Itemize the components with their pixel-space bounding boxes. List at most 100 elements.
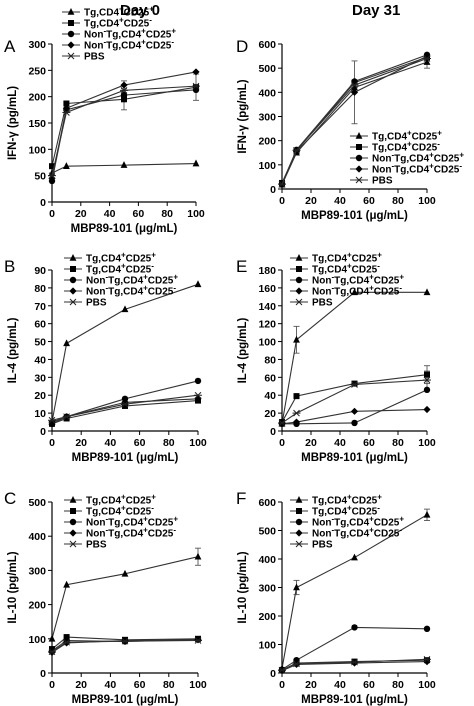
header-day0: Day 0 xyxy=(120,2,161,19)
panel-d-point-3-3 xyxy=(423,52,431,60)
panel-d-xtick-label-0: 0 xyxy=(279,195,285,207)
panel-c-legend-label-2: Non-Tg,CD4+CD25+ xyxy=(86,514,178,529)
panel-b-ytick-label-3: 30 xyxy=(34,372,46,384)
panel-f-point-4-2-d2 xyxy=(351,658,358,666)
panel-f-ytick-label-0: 0 xyxy=(270,668,276,680)
panel-e-ytick-label-4: 80 xyxy=(264,354,276,366)
panel-f-legend: Tg,CD4+CD25+Tg,CD4+CD25-Non-Tg,CD4+CD25+… xyxy=(290,492,404,551)
panel-b-legend-label-0: Tg,CD4+CD25+ xyxy=(86,250,156,265)
panel-d: D 0 100 200 300 400 500 600 0 20 40 60 80 100 MBP89-10… xyxy=(236,37,464,222)
panel-e-ytick-label-7: 140 xyxy=(258,301,276,313)
panel-e-ylabel: IL-4 (pg/mL) xyxy=(237,317,249,383)
panel-a-point-4-1-d2 xyxy=(63,109,70,116)
panel-e-ytick-label-1: 20 xyxy=(264,408,276,420)
panel-a-point-4-1 xyxy=(62,109,71,116)
panel-d-legend-marker-2 xyxy=(355,154,363,162)
panel-b-point-0-2 xyxy=(121,305,129,313)
panel-b-legend: Tg,CD4+CD25+Tg,CD4+CD25-Non-Tg,CD4+CD25+… xyxy=(64,250,178,309)
panel-d-legend-label-1: Tg,CD4+CD25- xyxy=(372,139,440,154)
panel-e-point-4-3 xyxy=(423,376,431,384)
panel-f-legend-marker-2 xyxy=(295,518,303,526)
panel-d-legend: Tg,CD4+CD25+Tg,CD4+CD25-Non-Tg,CD4+CD25+… xyxy=(350,128,464,187)
panel-a-point-2-3 xyxy=(192,86,200,94)
panel-d-legend-label-2: Non-Tg,CD4+CD25+ xyxy=(372,150,464,165)
panel-a-xlabel: MBP89-101 (μg/mL) xyxy=(71,223,178,235)
panel-a-legend-marker-3 xyxy=(67,41,75,49)
panel-a-point-0-1 xyxy=(63,162,70,169)
panel-f-ytick-label-2: 200 xyxy=(258,611,276,623)
panel-d-xlabel: MBP89-101 (μg/mL) xyxy=(301,210,408,222)
panel-d-xtick-label-3: 60 xyxy=(363,195,375,207)
panel-c-point-4-2 xyxy=(121,637,129,645)
panel-e-letter: E xyxy=(236,257,247,276)
panel-c-legend-marker-4-d2 xyxy=(69,540,77,548)
panel-c-legend-label-1: Tg,CD4+CD25- xyxy=(86,503,154,518)
panel-c-point-0-3 xyxy=(194,552,202,560)
panel-c-xtick-label-3: 60 xyxy=(134,679,146,691)
panel-f-xtick-label-1: 20 xyxy=(305,679,317,691)
panel-b-ytick-label-7: 70 xyxy=(34,301,46,313)
panel-a-legend-label-0: Tg,CD4+CD25+ xyxy=(84,4,154,19)
panel-e-ytick-label-6: 120 xyxy=(258,319,276,331)
panel-b-ylabel: IL-4 (pg/mL) xyxy=(7,317,19,383)
panel-d-ytick-label-5: 500 xyxy=(258,63,276,75)
panel-c-legend-label-0: Tg,CD4+CD25+ xyxy=(86,492,156,507)
panel-c-point-4-3 xyxy=(194,637,202,644)
panel-e-ytick-label-3: 60 xyxy=(264,372,276,384)
panel-f-legend-label-4: PBS xyxy=(312,540,333,551)
panel-c-xtick-label-2: 40 xyxy=(105,679,117,691)
panel-b-series-line-4 xyxy=(51,394,199,421)
panel-f-series-line-0 xyxy=(281,514,428,669)
panel-c-point-1-1 xyxy=(63,634,70,641)
panel-b-xlabel: MBP89-101 (μg/mL) xyxy=(72,452,179,464)
panel-d-point-4-0-d2 xyxy=(278,180,286,188)
panel-a-ytick-label-3: 150 xyxy=(28,118,46,130)
panel-f-legend-label-1: Tg,CD4+CD25- xyxy=(312,503,380,518)
panel-e-point-0-1 xyxy=(293,335,300,343)
panel-c-ytick-label-4: 400 xyxy=(28,531,46,543)
panel-e-legend-label-1: Tg,CD4+CD25- xyxy=(312,261,380,276)
panel-e-point-1-3 xyxy=(424,371,430,378)
panel-c-legend-label-4: PBS xyxy=(86,540,107,551)
panel-e-xtick-label-5: 100 xyxy=(418,437,436,449)
panel-b-legend-marker-3 xyxy=(69,287,77,295)
panel-d-xtick-label-1: 20 xyxy=(305,195,317,207)
panel-c-point-4-0-d2 xyxy=(48,648,56,656)
panel-e-point-2-3 xyxy=(423,386,431,394)
panel-f-series-line-2 xyxy=(281,626,428,671)
panel-e-point-3-2 xyxy=(350,407,359,415)
panel-e-point-1-1 xyxy=(293,393,300,400)
panel-f-ytick-label-3: 300 xyxy=(258,583,276,595)
panel-e-point-2-2 xyxy=(351,419,358,427)
panel-e-point-4-2 xyxy=(350,381,359,388)
panel-a-xtick-label-3: 60 xyxy=(133,208,145,220)
panel-d-legend-marker-3 xyxy=(355,165,363,173)
panel-f-point-4-0 xyxy=(278,666,286,674)
panel-e-series-line-1 xyxy=(281,374,428,423)
panel-a-point-3-3 xyxy=(192,68,200,76)
panel-d-point-4-3 xyxy=(423,55,431,62)
panel-f-point-0-2 xyxy=(351,553,358,561)
panel-f-legend-marker-4 xyxy=(295,540,303,548)
panel-e-ytick-label-2: 40 xyxy=(264,390,276,402)
panel-b: B 0 10 20 30 40 50 60 70 80 90 0 20 40 60 80 100 MBP89-10… xyxy=(4,250,207,464)
panel-d-ytick-label-6: 600 xyxy=(258,39,276,51)
panel-e-legend: Tg,CD4+CD25+Tg,CD4+CD25-Non-Tg,CD4+CD25+… xyxy=(290,250,404,309)
panel-a-legend-label-2: Non-Tg,CD4+CD25+ xyxy=(84,26,176,41)
panel-e-legend-marker-0 xyxy=(295,254,303,261)
panel-e-legend-marker-1 xyxy=(296,266,302,272)
panel-f-xlabel: MBP89-101 (μg/mL) xyxy=(301,694,408,706)
panel-a-legend-marker-4 xyxy=(67,52,75,60)
panel-f-ytick-label-1: 100 xyxy=(258,640,276,652)
panel-b-legend-label-2: Non-Tg,CD4+CD25+ xyxy=(86,272,178,287)
panel-e-series-line-2 xyxy=(282,389,428,425)
panel-c-legend-marker-0 xyxy=(69,496,77,503)
panel-f-xtick-label-0: 0 xyxy=(279,679,285,691)
panel-c-ytick-label-1: 100 xyxy=(28,634,46,646)
panel-d-point-4-1 xyxy=(292,146,301,154)
panel-a-point-4-0-d2 xyxy=(48,172,56,180)
panel-a-point-4-0 xyxy=(48,172,56,180)
panel-b-series-line-1 xyxy=(51,400,199,425)
panel-f-point-0-3 xyxy=(423,510,431,518)
panel-a-ytick-label-5: 250 xyxy=(28,65,46,77)
